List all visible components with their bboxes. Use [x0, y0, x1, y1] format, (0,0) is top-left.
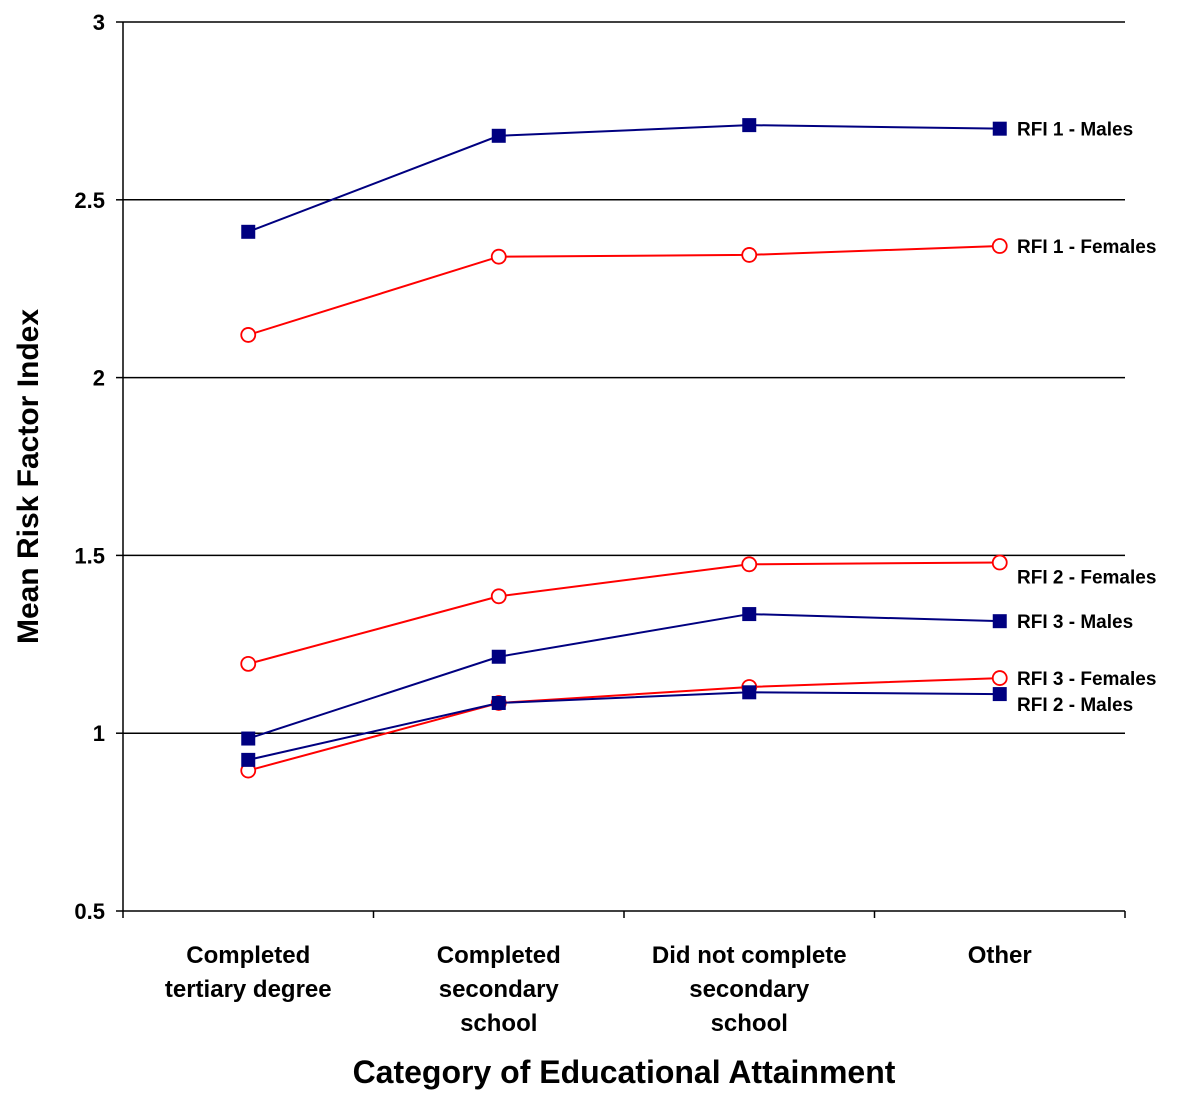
data-point [991, 554, 1008, 571]
data-point [742, 607, 757, 622]
x-tick-label-line: secondary [689, 976, 810, 1003]
x-tick-label-line: Completed [437, 942, 561, 969]
y-axis-title: Mean Risk Factor Index [12, 309, 45, 644]
series-5 [241, 685, 1007, 767]
data-point [491, 695, 506, 710]
x-tick-label: Did not complete secondary school [652, 942, 847, 1037]
x-tick-label-line: school [460, 1010, 537, 1037]
data-point [742, 118, 757, 133]
x-tick-label-line: Completed [186, 942, 310, 969]
data-point [241, 752, 256, 767]
series-line [247, 124, 1000, 233]
series-1 [240, 238, 1008, 343]
gridlines [123, 21, 1125, 734]
x-tick-labels: Completed tertiary degree Completed seconda… [165, 942, 1032, 1037]
data-point [491, 649, 506, 664]
x-axis-title: Category of Educational Attainment [353, 1054, 896, 1090]
x-tick-label: Completed secondary school [437, 942, 561, 1037]
y-tick-label: 1.5 [74, 543, 105, 568]
series-line [247, 245, 1000, 336]
x-tick-label-line: Did not complete [652, 942, 847, 969]
data-point [992, 614, 1007, 629]
series-2 [240, 554, 1008, 672]
data-point [240, 655, 257, 672]
series-line [248, 691, 1000, 761]
y-tick-label: 0.5 [74, 899, 105, 924]
data-point [240, 327, 257, 343]
series-line [247, 561, 1000, 665]
y-tick-label: 3 [93, 10, 105, 35]
series-label: RFI 1 - Females [1017, 237, 1156, 258]
series-label: RFI 2 - Females [1017, 568, 1156, 589]
x-tick-label: Completed tertiary degree [165, 942, 332, 1003]
series-line [247, 677, 1000, 772]
data-point [241, 224, 256, 239]
series-labels: RFI 1 - Males RFI 1 - Females RFI 2 - Fema… [1017, 120, 1156, 716]
x-tick-label-line: secondary [439, 976, 560, 1003]
series-label: RFI 3 - Females [1017, 669, 1156, 690]
y-tick-label: 1 [93, 721, 105, 746]
x-tick-label-line: tertiary degree [165, 976, 332, 1003]
series-line [247, 613, 1000, 740]
axes [116, 21, 1126, 918]
y-tick-label: 2.5 [74, 188, 105, 213]
series-group [240, 118, 1008, 779]
series-0 [241, 118, 1007, 239]
y-tick-label: 2 [93, 366, 105, 391]
data-point [490, 588, 507, 605]
series-label: RFI 3 - Males [1017, 612, 1133, 633]
data-point [742, 685, 757, 700]
data-point [992, 687, 1007, 702]
series-label: RFI 2 - Males [1017, 695, 1133, 716]
series-3 [241, 607, 1007, 746]
x-tick-label-line: Other [968, 942, 1032, 969]
series-label: RFI 1 - Males [1017, 120, 1133, 141]
data-point [741, 247, 758, 263]
data-point [741, 556, 758, 573]
data-point [241, 731, 256, 746]
x-tick-label: Other [968, 942, 1032, 969]
data-point [991, 670, 1008, 686]
y-tick-labels: 0.5 1 1.5 2 2.5 3 [74, 10, 105, 924]
data-point [991, 238, 1008, 254]
series-4 [240, 670, 1008, 779]
data-point [491, 128, 506, 143]
x-tick-label-line: school [711, 1010, 788, 1037]
data-point [490, 248, 507, 265]
data-point [992, 121, 1007, 136]
